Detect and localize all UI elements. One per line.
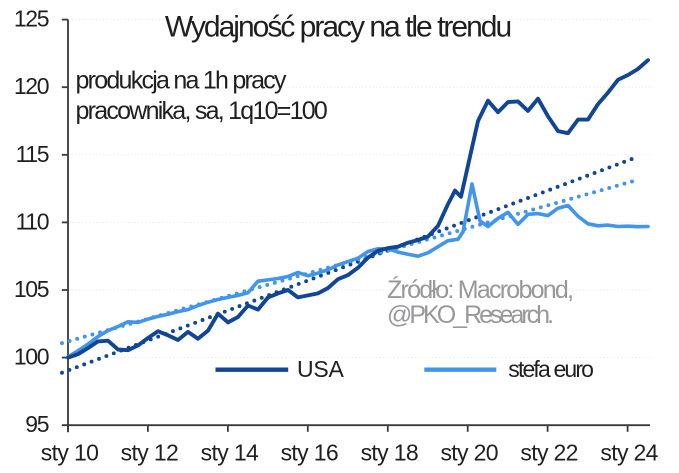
svg-text:sty 16: sty 16	[281, 440, 338, 466]
svg-text:Wydajność pracy na tle trendu: Wydajność pracy na tle trendu	[165, 11, 511, 44]
svg-text:110: 110	[16, 208, 49, 234]
svg-text:produkcja na 1h pracy: produkcja na 1h pracy	[76, 67, 287, 95]
svg-text:pracownika, sa, 1q10=100: pracownika, sa, 1q10=100	[76, 97, 327, 125]
svg-text:sty 18: sty 18	[361, 440, 418, 466]
svg-text:115: 115	[16, 141, 49, 167]
svg-text:120: 120	[14, 73, 49, 99]
svg-text:95: 95	[25, 411, 48, 437]
svg-text:sty 10: sty 10	[41, 440, 98, 466]
svg-text:sty 20: sty 20	[440, 440, 497, 466]
svg-text:sty 12: sty 12	[121, 440, 178, 466]
svg-text:@PKO_Research.: @PKO_Research.	[387, 301, 552, 329]
svg-text:Źródło: Macrobond,: Źródło: Macrobond,	[387, 275, 572, 304]
svg-text:100: 100	[14, 344, 49, 370]
svg-text:105: 105	[14, 276, 49, 302]
svg-text:125: 125	[14, 6, 49, 32]
svg-text:stefa euro: stefa euro	[508, 356, 593, 382]
svg-text:sty 14: sty 14	[201, 440, 259, 466]
svg-text:sty 22: sty 22	[520, 440, 577, 466]
svg-text:sty 24: sty 24	[600, 440, 658, 466]
svg-text:USA: USA	[297, 356, 344, 382]
